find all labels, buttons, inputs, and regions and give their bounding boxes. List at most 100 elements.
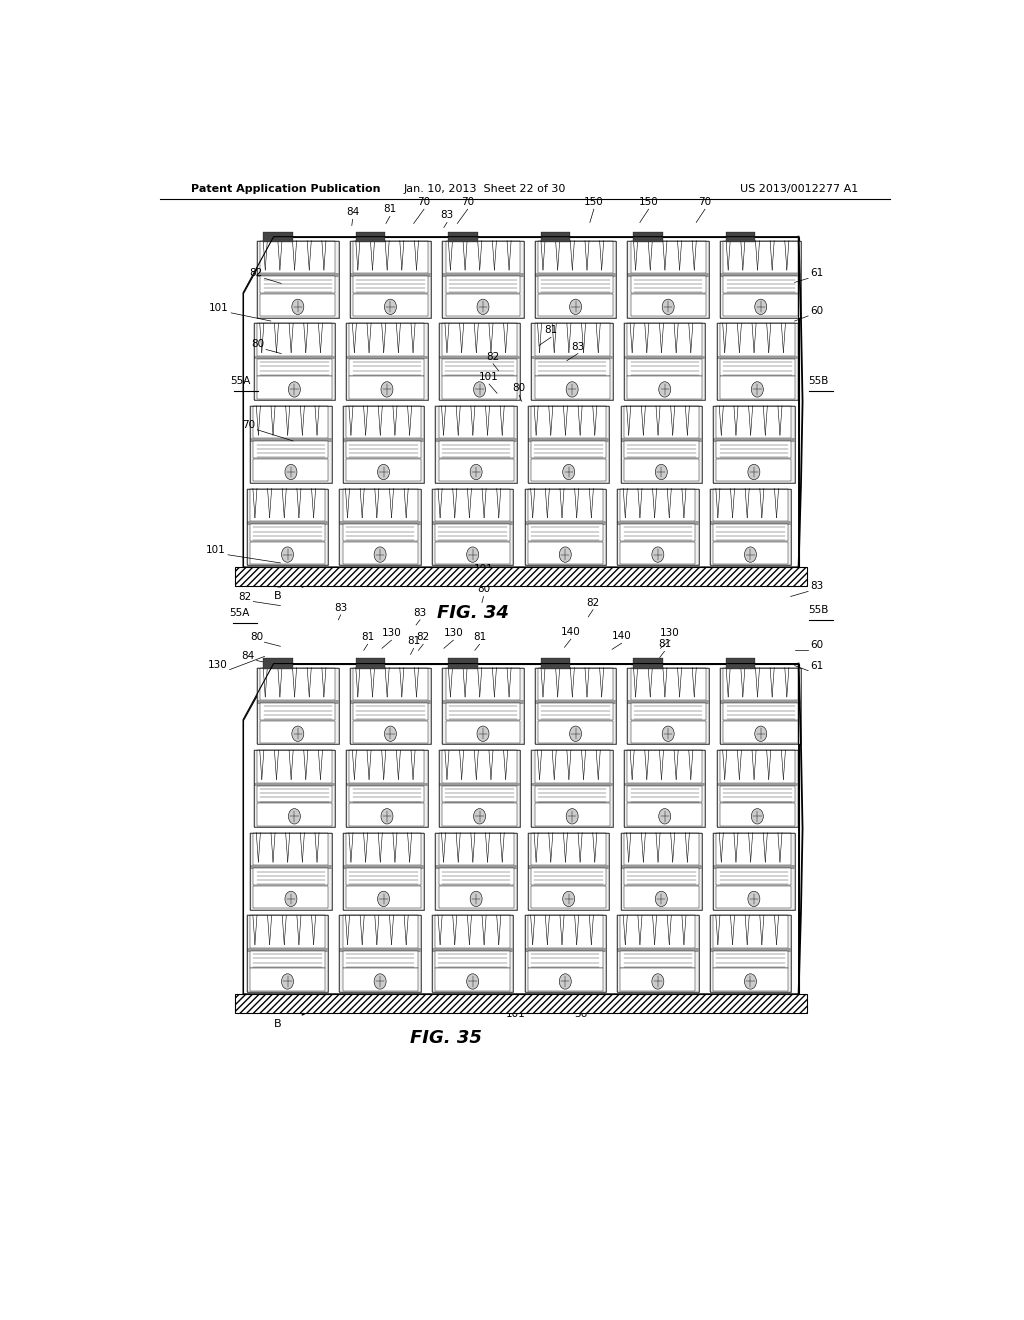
Circle shape — [473, 381, 485, 397]
Circle shape — [755, 300, 767, 314]
Bar — [710, 488, 792, 565]
Bar — [717, 323, 798, 400]
Bar — [524, 488, 606, 565]
Bar — [346, 459, 421, 482]
Bar — [250, 407, 332, 483]
Bar — [524, 916, 606, 993]
Bar — [438, 441, 514, 458]
Bar — [717, 407, 792, 438]
Circle shape — [752, 809, 763, 824]
Text: B: B — [273, 1019, 281, 1030]
Circle shape — [566, 381, 579, 397]
Bar — [624, 783, 706, 787]
Text: 81: 81 — [361, 632, 375, 643]
Bar — [343, 865, 424, 869]
Bar — [435, 488, 510, 521]
Text: 55A: 55A — [229, 607, 250, 618]
Bar — [346, 750, 428, 828]
Bar — [713, 407, 795, 483]
Text: 55A: 55A — [230, 376, 251, 385]
Text: 70: 70 — [698, 197, 712, 207]
Bar — [247, 916, 329, 993]
Bar — [343, 833, 424, 909]
Bar — [621, 407, 702, 483]
Bar — [349, 240, 431, 318]
Bar — [343, 541, 418, 564]
Bar — [339, 488, 421, 565]
Bar — [713, 407, 795, 483]
Bar — [250, 865, 332, 869]
Circle shape — [559, 974, 571, 989]
Bar — [236, 568, 807, 586]
Bar — [624, 750, 706, 828]
Bar — [528, 833, 609, 909]
Bar — [438, 459, 514, 482]
Circle shape — [374, 546, 386, 562]
Bar — [631, 668, 706, 700]
Polygon shape — [243, 664, 799, 994]
Bar — [628, 273, 709, 277]
Bar — [527, 541, 603, 564]
Bar — [339, 521, 421, 524]
Bar — [535, 240, 616, 318]
Text: 130: 130 — [660, 628, 680, 638]
Bar — [713, 969, 787, 991]
Bar — [445, 704, 520, 719]
Bar — [346, 323, 428, 400]
Text: 56: 56 — [573, 1008, 587, 1019]
Bar — [439, 323, 520, 400]
Bar — [621, 833, 702, 909]
Circle shape — [655, 891, 668, 907]
Bar — [535, 804, 609, 825]
Bar — [442, 359, 517, 376]
Bar — [343, 438, 424, 442]
Bar — [713, 438, 795, 442]
Text: 60: 60 — [811, 640, 823, 651]
Circle shape — [378, 465, 389, 479]
Bar — [250, 916, 325, 948]
Bar — [535, 700, 616, 704]
Bar — [250, 833, 332, 909]
Text: 82: 82 — [417, 632, 430, 643]
Bar — [349, 240, 431, 318]
Bar — [527, 916, 603, 948]
Bar — [346, 750, 428, 828]
Bar — [439, 323, 520, 400]
Bar — [617, 916, 698, 993]
Bar — [713, 488, 787, 521]
Bar — [250, 524, 325, 541]
Circle shape — [285, 465, 297, 479]
Bar — [346, 323, 428, 400]
Bar — [445, 276, 520, 293]
Text: 80: 80 — [238, 573, 251, 583]
Text: 101: 101 — [206, 545, 225, 554]
Bar — [439, 355, 520, 359]
Text: 101: 101 — [506, 1008, 526, 1019]
Text: US 2013/0012277 A1: US 2013/0012277 A1 — [740, 183, 858, 194]
Bar — [631, 294, 706, 315]
Circle shape — [381, 809, 393, 824]
Bar — [339, 488, 421, 565]
Text: 61: 61 — [811, 661, 823, 671]
Bar — [524, 521, 606, 524]
Bar — [449, 659, 478, 669]
Bar — [254, 323, 335, 400]
Bar — [339, 948, 421, 952]
Bar — [535, 376, 609, 399]
Bar — [713, 541, 787, 564]
Bar — [713, 865, 795, 869]
Text: 140: 140 — [611, 631, 632, 642]
Bar — [260, 704, 335, 719]
Bar — [250, 950, 325, 968]
Bar — [449, 231, 478, 242]
Bar — [442, 240, 523, 318]
Circle shape — [282, 546, 294, 562]
Bar — [628, 376, 702, 399]
Bar — [541, 231, 570, 242]
Bar — [717, 355, 798, 359]
Bar — [257, 804, 332, 825]
Bar — [339, 916, 421, 993]
Bar — [254, 750, 335, 828]
Bar — [260, 294, 335, 315]
Circle shape — [292, 726, 304, 742]
